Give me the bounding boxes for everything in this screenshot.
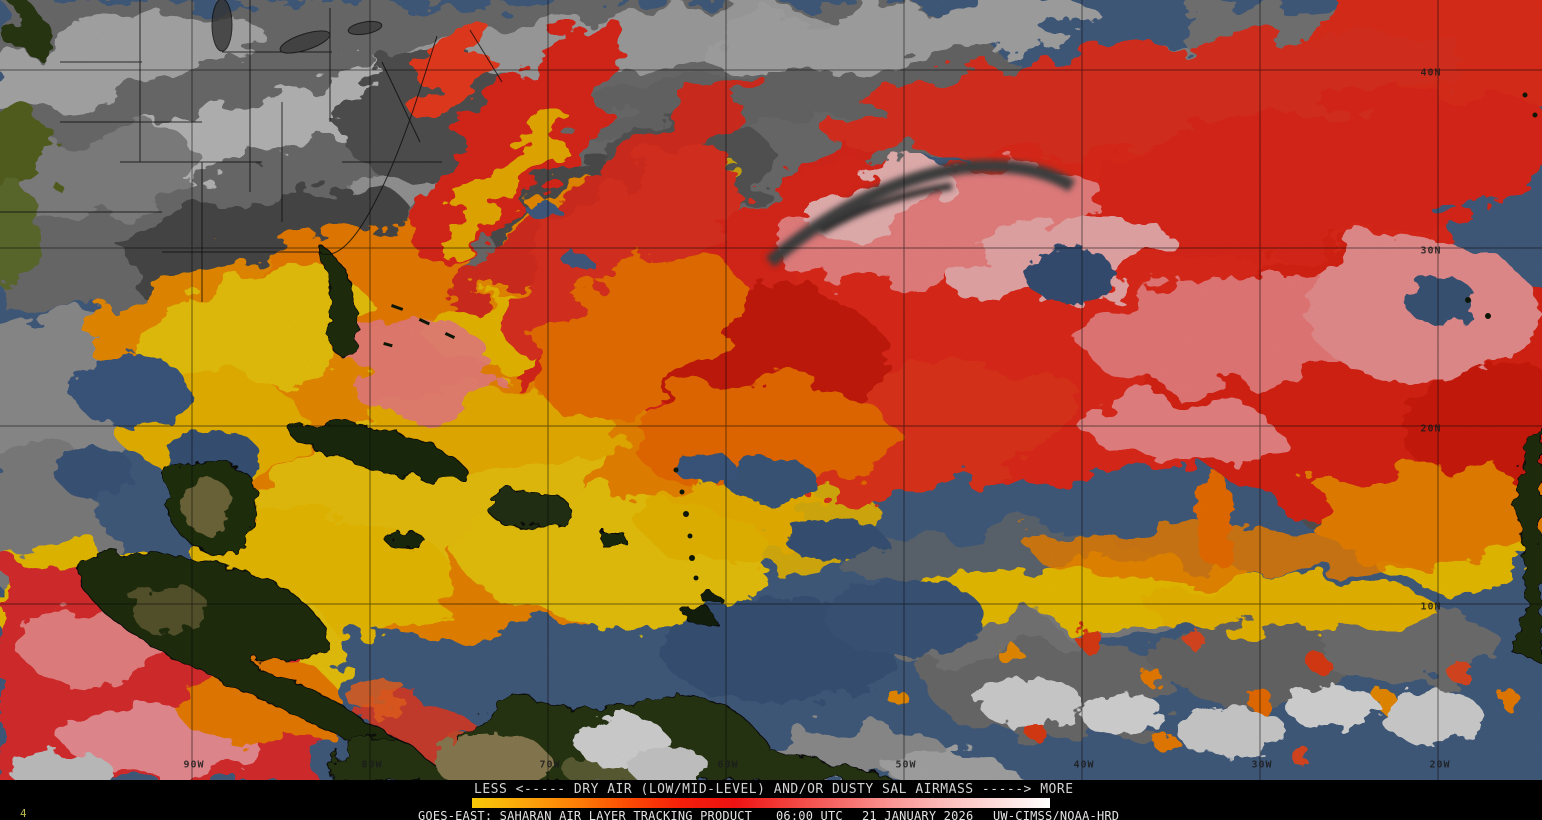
product-title: GOES-EAST: SAHARAN AIR LAYER TRACKING PR… xyxy=(418,809,753,820)
lon-label: 20W xyxy=(1429,759,1451,771)
lon-label: 70W xyxy=(539,759,561,771)
frame-number: 4 xyxy=(20,807,27,820)
lat-label: 40N xyxy=(1420,67,1442,79)
lon-label: 30W xyxy=(1251,759,1273,771)
product-date: 21 JANUARY 2026 xyxy=(862,809,974,820)
lon-label: 90W xyxy=(183,759,205,771)
product-time: 06:00 UTC xyxy=(776,809,843,820)
product-credit: UW-CIMSS/NOAA-HRD xyxy=(993,809,1120,820)
satellite-map: 40N 30N 20N 10N 90W 80W 70W 60W 50W 40W 30W 20W xyxy=(0,0,1542,782)
colorbar-gradient xyxy=(472,798,1050,808)
lon-label: 60W xyxy=(717,759,739,771)
lat-label: 30N xyxy=(1420,245,1442,257)
lon-label: 50W xyxy=(895,759,917,771)
colorbar-legend-label: LESS <----- DRY AIR (LOW/MID-LEVEL) AND/… xyxy=(474,782,1074,797)
pixel-grain-overlay xyxy=(0,0,1542,782)
lon-label: 80W xyxy=(361,759,383,771)
lat-label: 10N xyxy=(1420,601,1442,613)
product-info-bar: LESS <----- DRY AIR (LOW/MID-LEVEL) AND/… xyxy=(0,780,1542,820)
lat-label: 20N xyxy=(1420,423,1442,435)
satellite-imagery xyxy=(0,0,1542,782)
lon-label: 40W xyxy=(1073,759,1095,771)
